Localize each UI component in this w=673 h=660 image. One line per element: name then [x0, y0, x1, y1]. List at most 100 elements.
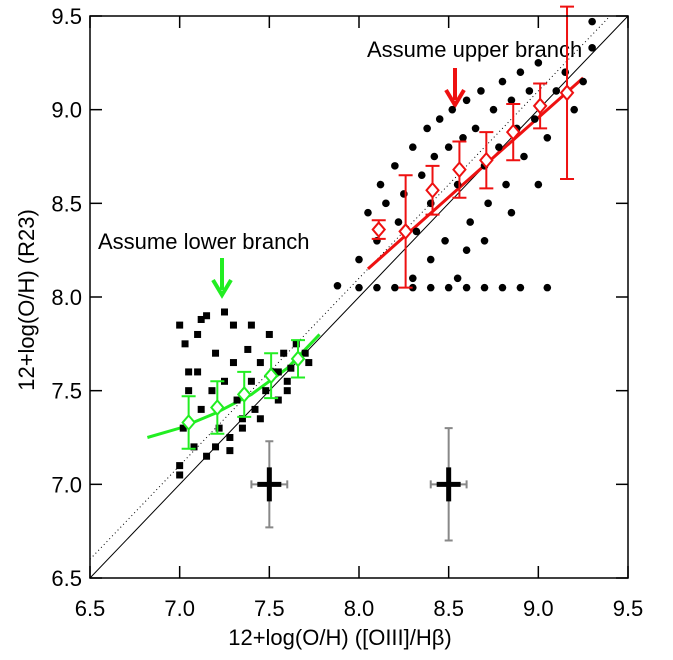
point [412, 227, 421, 236]
point [498, 77, 507, 86]
point [247, 377, 255, 385]
point [543, 283, 552, 292]
point [391, 283, 399, 292]
point [251, 405, 259, 413]
x-tick-label: 7.5 [254, 596, 285, 621]
bin-point [505, 123, 521, 141]
y-tick-label: 6.5 [51, 566, 82, 591]
point [280, 349, 288, 357]
point [426, 255, 435, 264]
y-tick-label: 8.0 [51, 285, 82, 310]
point [238, 424, 246, 432]
annotation: Assume upper branch [367, 37, 582, 62]
bin-point [263, 367, 279, 385]
point [287, 364, 295, 372]
bin-point [398, 222, 413, 240]
center-cross [257, 467, 282, 502]
point [391, 162, 399, 170]
point [226, 447, 234, 455]
annotation: Assume lower branch [98, 229, 310, 254]
point [265, 330, 273, 338]
point [459, 133, 467, 142]
point [185, 387, 193, 395]
bin-point [290, 350, 306, 368]
bin-point [371, 221, 387, 239]
point [435, 115, 444, 123]
point [498, 283, 507, 292]
point [382, 199, 390, 208]
point [197, 315, 205, 323]
point [355, 255, 363, 264]
y-tick-label: 7.5 [51, 379, 82, 404]
point [477, 87, 485, 95]
point [274, 368, 282, 376]
point [176, 462, 184, 470]
point [203, 452, 211, 460]
point [409, 143, 417, 151]
point [516, 68, 525, 76]
point [373, 283, 381, 292]
point [176, 321, 184, 329]
point [426, 283, 435, 292]
point [409, 283, 417, 292]
point [444, 283, 453, 292]
x-tick-label: 7.0 [164, 596, 195, 621]
fit-line [89, 15, 629, 579]
point [185, 368, 193, 376]
point [525, 87, 534, 95]
point [203, 312, 211, 320]
point [588, 17, 596, 26]
point [292, 340, 300, 348]
bin-point [532, 97, 548, 115]
x-axis-label: 12+log(O/H) ([OIII]/Hβ) [228, 625, 452, 650]
bin-point [181, 413, 196, 432]
point [364, 208, 372, 217]
point [176, 471, 184, 479]
point [495, 143, 503, 151]
point [462, 96, 471, 105]
point [516, 283, 525, 292]
point [244, 345, 252, 353]
point [256, 359, 264, 367]
point [466, 218, 474, 226]
point [409, 274, 417, 283]
point [534, 180, 543, 189]
point [226, 434, 234, 441]
point [471, 124, 480, 133]
point [190, 443, 198, 451]
point [221, 308, 228, 316]
point [208, 387, 216, 395]
point [502, 180, 510, 189]
point [283, 377, 291, 385]
point [453, 274, 462, 283]
x-tick-label: 9.0 [523, 596, 554, 621]
y-tick-label: 8.5 [51, 191, 82, 216]
x-tick-label: 6.5 [75, 596, 106, 621]
point [588, 44, 596, 52]
bin-point [559, 84, 575, 102]
point [274, 396, 282, 404]
x-tick-label: 8.5 [433, 596, 464, 621]
point [484, 199, 492, 208]
point [229, 321, 237, 329]
point [233, 396, 241, 404]
point [507, 96, 516, 105]
point [480, 237, 489, 245]
point [262, 387, 270, 395]
y-tick-label: 9.0 [51, 98, 82, 123]
point [480, 283, 489, 292]
point [301, 349, 309, 357]
point [215, 424, 223, 432]
point [256, 415, 264, 423]
x-tick-label: 8.0 [344, 596, 375, 621]
y-axis-label: 12+log(O/H) (R23) [14, 209, 39, 391]
point [283, 387, 291, 395]
point [355, 283, 363, 292]
point [417, 171, 426, 180]
point [520, 152, 528, 161]
point [507, 208, 516, 217]
point [212, 349, 220, 357]
point [534, 59, 543, 67]
arrow [211, 258, 233, 299]
